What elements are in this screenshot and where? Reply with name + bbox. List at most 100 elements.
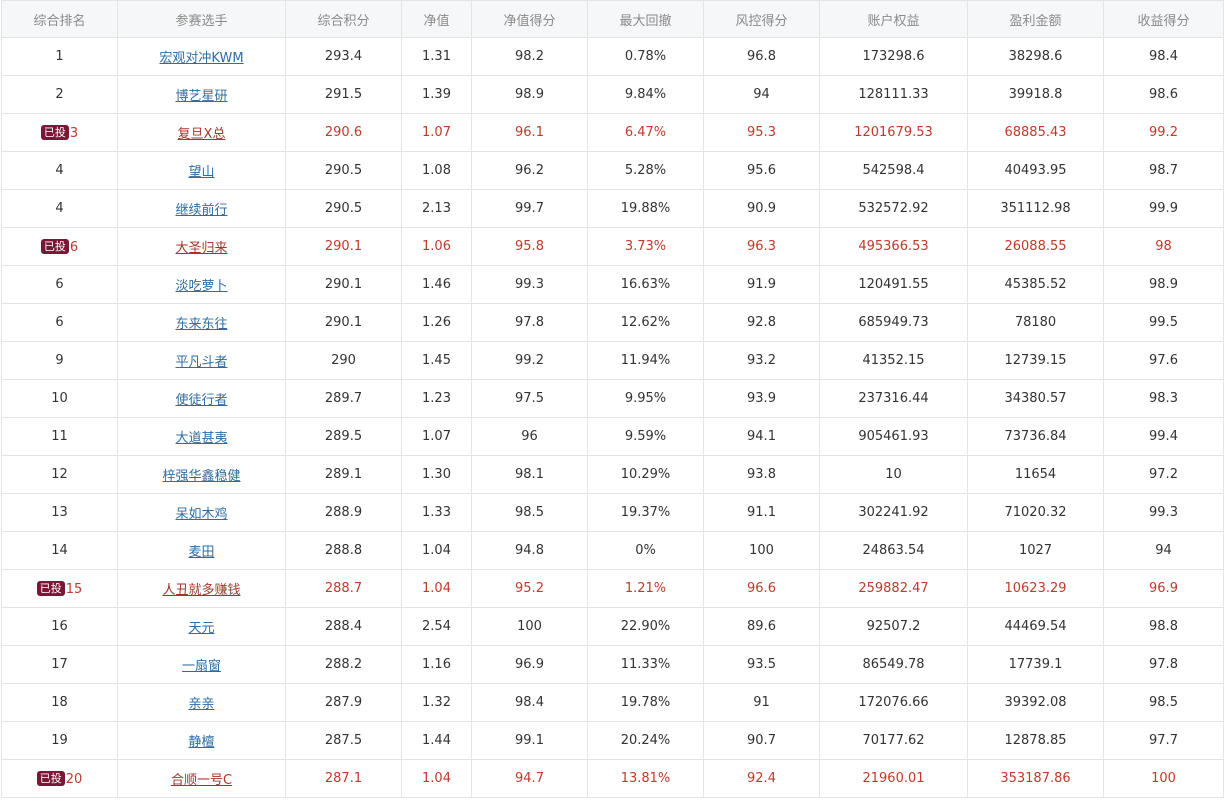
player-link[interactable]: 博艺星研 xyxy=(175,89,228,104)
player-link[interactable]: 亲亲 xyxy=(188,697,215,712)
equity-cell: 495366.53 xyxy=(819,227,968,266)
max-drawdown-cell: 16.63% xyxy=(587,265,704,304)
profit-cell: 45385.52 xyxy=(967,265,1104,304)
player-link[interactable]: 呆如木鸡 xyxy=(175,507,228,522)
player-link[interactable]: 一扇窗 xyxy=(181,659,221,674)
equity-cell: 905461.93 xyxy=(819,417,968,456)
player-link[interactable]: 大道甚夷 xyxy=(175,431,228,446)
player-link[interactable]: 麦田 xyxy=(188,545,215,560)
player-link[interactable]: 天元 xyxy=(188,621,215,636)
rank-value: 1 xyxy=(55,49,64,64)
rank-cell: 已投 15 xyxy=(1,569,118,608)
score-cell: 290.1 xyxy=(285,227,402,266)
player-cell: 一扇窗 xyxy=(117,645,286,684)
table-body: 1 宏观对冲KWM 293.4 1.31 98.2 0.78% 96.8 173298.6 38… xyxy=(1,37,1224,798)
player-link[interactable]: 望山 xyxy=(188,165,215,180)
table-row: 6 淡吃萝卜 290.1 1.46 99.3 16.63% 91.9 120491.55 453… xyxy=(1,265,1224,304)
return-score-cell: 98.8 xyxy=(1103,607,1224,646)
player-link[interactable]: 使徒行者 xyxy=(175,393,228,408)
max-drawdown-cell: 0% xyxy=(587,531,704,570)
nav-cell: 1.45 xyxy=(401,341,472,380)
player-cell: 博艺星研 xyxy=(117,75,286,114)
player-link[interactable]: 梓强华鑫稳健 xyxy=(162,469,241,484)
rank-value: 4 xyxy=(55,163,64,178)
return-score-cell: 97.6 xyxy=(1103,341,1224,380)
rank-value: 16 xyxy=(51,619,68,634)
table-header: 综合排名 参赛选手 综合积分 净值 净值得分 最大回撤 风控得分 账户权益 盈利金额 收益得分 xyxy=(1,0,1224,38)
return-score-cell: 99.5 xyxy=(1103,303,1224,342)
rank-cell: 12 xyxy=(1,455,118,494)
player-cell: 静檀 xyxy=(117,721,286,760)
rank-cell: 19 xyxy=(1,721,118,760)
max-drawdown-cell: 11.94% xyxy=(587,341,704,380)
max-drawdown-cell: 3.73% xyxy=(587,227,704,266)
return-score-cell: 99.2 xyxy=(1103,113,1224,152)
risk-score-cell: 90.9 xyxy=(703,189,820,228)
nav-cell: 1.44 xyxy=(401,721,472,760)
player-link[interactable]: 静檀 xyxy=(188,735,215,750)
rank-cell: 4 xyxy=(1,151,118,190)
return-score-cell: 99.3 xyxy=(1103,493,1224,532)
player-link[interactable]: 东来东往 xyxy=(175,317,228,332)
risk-score-cell: 94 xyxy=(703,75,820,114)
header-risk-score: 风控得分 xyxy=(703,0,820,38)
header-equity: 账户权益 xyxy=(819,0,968,38)
rank-value: 18 xyxy=(51,695,68,710)
player-link[interactable]: 复旦X总 xyxy=(177,127,226,142)
rank-value: 6 xyxy=(55,277,64,292)
score-cell: 288.7 xyxy=(285,569,402,608)
player-link[interactable]: 大圣归来 xyxy=(175,241,228,256)
profit-cell: 1027 xyxy=(967,531,1104,570)
player-link[interactable]: 继续前行 xyxy=(175,203,228,218)
max-drawdown-cell: 10.29% xyxy=(587,455,704,494)
invested-badge: 已投 xyxy=(40,238,69,254)
return-score-cell: 98.4 xyxy=(1103,37,1224,76)
nav-cell: 1.04 xyxy=(401,759,472,798)
equity-cell: 120491.55 xyxy=(819,265,968,304)
score-cell: 288.9 xyxy=(285,493,402,532)
player-link[interactable]: 淡吃萝卜 xyxy=(175,279,228,294)
profit-cell: 12739.15 xyxy=(967,341,1104,380)
risk-score-cell: 95.6 xyxy=(703,151,820,190)
rank-cell: 17 xyxy=(1,645,118,684)
player-cell: 大道甚夷 xyxy=(117,417,286,456)
score-cell: 290 xyxy=(285,341,402,380)
header-player: 参赛选手 xyxy=(117,0,286,38)
player-link[interactable]: 合顺一号C xyxy=(170,773,233,788)
player-cell: 淡吃萝卜 xyxy=(117,265,286,304)
score-cell: 287.9 xyxy=(285,683,402,722)
risk-score-cell: 93.5 xyxy=(703,645,820,684)
player-cell: 使徒行者 xyxy=(117,379,286,418)
player-cell: 望山 xyxy=(117,151,286,190)
risk-score-cell: 92.8 xyxy=(703,303,820,342)
equity-cell: 128111.33 xyxy=(819,75,968,114)
table-row: 14 麦田 288.8 1.04 94.8 0% 100 24863.54 1027 94 xyxy=(1,531,1224,570)
header-score: 综合积分 xyxy=(285,0,402,38)
profit-cell: 39392.08 xyxy=(967,683,1104,722)
score-cell: 289.5 xyxy=(285,417,402,456)
player-cell: 继续前行 xyxy=(117,189,286,228)
risk-score-cell: 94.1 xyxy=(703,417,820,456)
header-row: 综合排名 参赛选手 综合积分 净值 净值得分 最大回撤 风控得分 账户权益 盈利金额 收益得分 xyxy=(1,0,1224,38)
player-link[interactable]: 人丑就多赚钱 xyxy=(162,583,241,598)
table-row: 19 静檀 287.5 1.44 99.1 20.24% 90.7 70177.62 12878… xyxy=(1,721,1224,760)
max-drawdown-cell: 22.90% xyxy=(587,607,704,646)
return-score-cell: 98.7 xyxy=(1103,151,1224,190)
table-row: 4 继续前行 290.5 2.13 99.7 19.88% 90.9 532572.92 351… xyxy=(1,189,1224,228)
player-link[interactable]: 平凡斗者 xyxy=(175,355,228,370)
table-row: 10 使徒行者 289.7 1.23 97.5 9.95% 93.9 237316.44 343… xyxy=(1,379,1224,418)
score-cell: 289.7 xyxy=(285,379,402,418)
table-row: 16 天元 288.4 2.54 100 22.90% 89.6 92507.2 44469.5… xyxy=(1,607,1224,646)
nav-cell: 1.04 xyxy=(401,531,472,570)
rank-value: 20 xyxy=(65,771,83,787)
player-link[interactable]: 宏观对冲KWM xyxy=(159,51,244,66)
rank-cell: 9 xyxy=(1,341,118,380)
nav-score-cell: 99.1 xyxy=(471,721,588,760)
rank-cell: 已投 6 xyxy=(1,227,118,266)
nav-cell: 1.31 xyxy=(401,37,472,76)
risk-score-cell: 90.7 xyxy=(703,721,820,760)
nav-score-cell: 98.9 xyxy=(471,75,588,114)
rank-cell: 已投 3 xyxy=(1,113,118,152)
player-cell: 宏观对冲KWM xyxy=(117,37,286,76)
nav-score-cell: 99.2 xyxy=(471,341,588,380)
